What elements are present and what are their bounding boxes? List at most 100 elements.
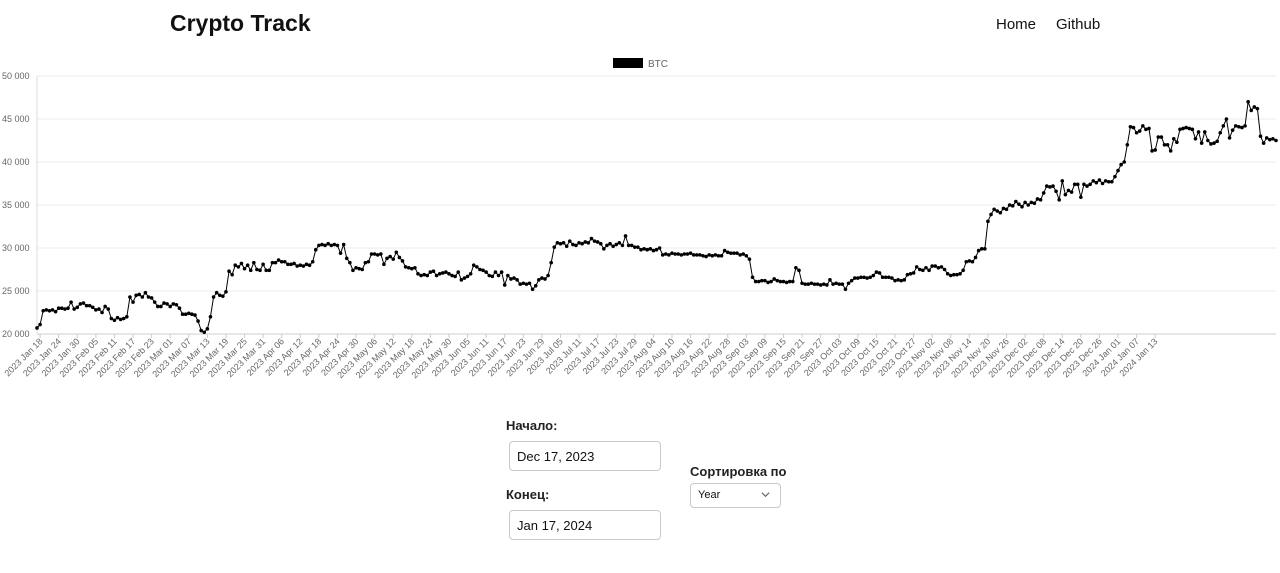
data-point[interactable] [883,275,888,280]
data-point[interactable] [1032,201,1037,206]
data-point[interactable] [905,272,910,277]
data-point[interactable] [1156,135,1161,139]
data-point[interactable] [35,326,39,330]
data-point[interactable] [310,259,315,264]
data-point[interactable] [574,243,578,248]
data-point[interactable] [713,253,718,257]
data-point[interactable] [140,295,145,299]
data-point[interactable] [592,239,597,243]
data-point[interactable] [735,251,739,255]
data-point[interactable] [1261,141,1266,145]
data-point[interactable] [636,245,640,249]
data-point[interactable] [1178,127,1182,132]
data-point[interactable] [707,253,711,257]
data-point[interactable] [1066,188,1071,193]
data-point[interactable] [614,242,619,247]
data-point[interactable] [1224,117,1229,121]
data-point[interactable] [128,295,132,299]
data-point[interactable] [815,282,820,286]
data-point[interactable] [217,293,222,298]
data-point[interactable] [221,294,225,298]
data-point[interactable] [598,241,603,246]
data-point[interactable] [828,278,832,282]
data-point[interactable] [1196,130,1201,134]
data-point[interactable] [509,277,513,281]
data-point[interactable] [1014,199,1018,204]
data-point[interactable] [924,265,928,270]
data-point[interactable] [502,283,507,287]
data-point[interactable] [760,278,764,283]
data-point[interactable] [450,273,454,278]
data-point[interactable] [475,265,479,269]
data-point[interactable] [667,253,671,257]
data-point[interactable] [90,305,95,310]
data-point[interactable] [490,274,495,279]
data-point[interactable] [348,260,352,265]
data-point[interactable] [518,282,523,286]
data-point[interactable] [583,240,588,244]
data-point[interactable] [1017,202,1021,206]
data-point[interactable] [354,265,358,270]
data-point[interactable] [1029,200,1034,205]
data-point[interactable] [564,244,569,249]
data-point[interactable] [211,295,216,299]
data-point[interactable] [775,278,780,283]
data-point[interactable] [540,276,544,280]
data-point[interactable] [1116,168,1120,173]
data-point[interactable] [657,246,662,250]
data-point[interactable] [493,270,498,274]
data-point[interactable] [403,265,408,269]
data-point[interactable] [642,247,646,251]
data-point[interactable] [1088,182,1092,187]
data-point[interactable] [1054,189,1058,194]
data-point[interactable] [840,282,845,286]
data-point[interactable] [1212,141,1216,145]
data-point[interactable] [320,242,324,247]
data-point[interactable] [168,304,172,309]
data-point[interactable] [162,301,166,305]
data-point[interactable] [199,328,203,333]
data-point[interactable] [961,268,965,273]
data-point[interactable] [261,262,265,267]
data-point[interactable] [214,290,219,295]
nav-github-link[interactable]: Github [1056,16,1101,33]
data-point[interactable] [307,263,312,267]
data-point[interactable] [843,287,848,292]
data-point[interactable] [1255,106,1260,111]
data-point[interactable] [629,243,634,248]
data-point[interactable] [1246,100,1250,104]
data-point[interactable] [481,268,485,273]
data-point[interactable] [106,307,111,311]
data-point[interactable] [1069,190,1074,194]
data-point[interactable] [1010,204,1015,208]
data-point[interactable] [719,253,724,258]
data-point[interactable] [1264,136,1269,140]
data-point[interactable] [239,261,244,266]
data-point[interactable] [1249,108,1254,113]
data-point[interactable] [877,271,882,275]
data-point[interactable] [87,303,92,308]
data-point[interactable] [1141,124,1145,128]
data-point[interactable] [1181,126,1185,131]
data-point[interactable] [335,243,340,248]
data-point[interactable] [527,281,532,286]
data-point[interactable] [357,266,361,271]
data-point[interactable] [1165,143,1170,147]
data-point[interactable] [986,219,990,224]
data-point[interactable] [1150,149,1154,153]
data-point[interactable] [729,251,733,255]
data-point[interactable] [685,252,690,256]
data-point[interactable] [546,273,550,278]
data-point[interactable] [530,287,535,292]
data-point[interactable] [1041,191,1046,195]
data-point[interactable] [515,278,519,282]
data-point[interactable] [989,212,993,217]
data-point[interactable] [673,252,677,256]
data-point[interactable] [651,248,656,253]
data-point[interactable] [1243,124,1247,128]
data-point[interactable] [856,276,860,280]
data-point[interactable] [797,268,801,273]
data-point[interactable] [1113,174,1117,179]
data-point[interactable] [571,242,575,247]
data-point[interactable] [983,247,987,251]
